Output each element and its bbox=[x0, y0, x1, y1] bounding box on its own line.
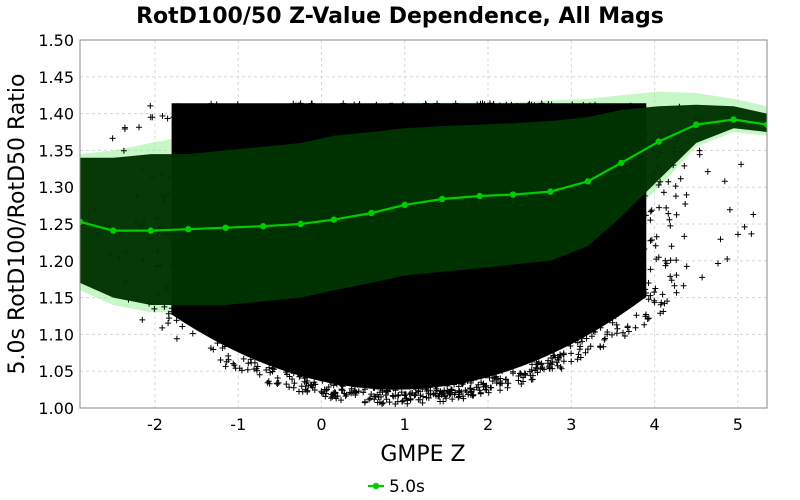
y-tick-label: 1.35 bbox=[38, 141, 74, 160]
series-line-5s bbox=[80, 118, 767, 232]
series-point bbox=[584, 178, 592, 185]
series-point bbox=[693, 121, 700, 128]
y-tick-label: 1.25 bbox=[38, 215, 74, 234]
series-point bbox=[330, 216, 338, 223]
y-tick-label: 1.30 bbox=[38, 178, 74, 197]
y-tick-label: 1.15 bbox=[38, 289, 74, 308]
y-tick-label: 1.20 bbox=[38, 252, 74, 271]
x-axis-label: GMPE Z bbox=[380, 442, 465, 467]
x-tick-label: 3 bbox=[566, 415, 576, 434]
x-tick-label: 4 bbox=[649, 415, 659, 434]
y-axis-label: 5.0s RotD100/RotD50 Ratio bbox=[5, 74, 30, 375]
legend-label-5s: 5.0s bbox=[389, 477, 425, 497]
inner-confidence-band bbox=[80, 104, 767, 305]
series-point bbox=[260, 223, 267, 230]
y-tick-label: 1.50 bbox=[38, 31, 74, 50]
series-point bbox=[185, 225, 192, 233]
legend-marker-5s bbox=[372, 482, 380, 490]
x-tick-label: 5 bbox=[733, 415, 743, 434]
series-point bbox=[476, 192, 483, 200]
chart-title: RotD100/50 Z-Value Dependence, All Mags bbox=[136, 4, 664, 29]
series-point bbox=[80, 218, 84, 225]
legend[interactable]: 5.0s bbox=[368, 477, 425, 497]
series-point bbox=[110, 227, 117, 234]
series-point bbox=[147, 227, 154, 234]
series-point bbox=[401, 201, 408, 209]
x-tick-label: 1 bbox=[400, 415, 410, 434]
series-point bbox=[297, 220, 304, 228]
x-tick-label: -2 bbox=[147, 415, 163, 434]
x-tick-label: -1 bbox=[230, 415, 246, 434]
y-tick-label: 1.05 bbox=[38, 362, 74, 381]
series-points-5s bbox=[80, 116, 767, 234]
series-point bbox=[655, 138, 662, 145]
plot-border bbox=[79, 39, 768, 409]
y-axis-ticks: 1.00 1.05 1.10 1.15 1.20 1.25 1.30 1.35 1.40 1.45… bbox=[38, 31, 74, 418]
series-point bbox=[618, 159, 625, 167]
y-tick-label: 1.00 bbox=[38, 399, 74, 418]
series-point bbox=[439, 195, 446, 203]
series-point bbox=[763, 121, 767, 128]
series-point bbox=[730, 116, 737, 123]
x-tick-label: 2 bbox=[483, 415, 493, 434]
x-tick-label: 0 bbox=[316, 415, 326, 434]
x-axis-ticks: -2 -1 0 1 2 3 4 5 bbox=[147, 415, 743, 434]
y-tick-label: 1.45 bbox=[38, 68, 74, 87]
series-point bbox=[368, 209, 375, 217]
y-tick-label: 1.10 bbox=[38, 325, 74, 344]
series-point bbox=[222, 224, 229, 231]
series-point bbox=[547, 188, 554, 195]
y-tick-label: 1.40 bbox=[38, 105, 74, 124]
series-point bbox=[509, 191, 517, 198]
